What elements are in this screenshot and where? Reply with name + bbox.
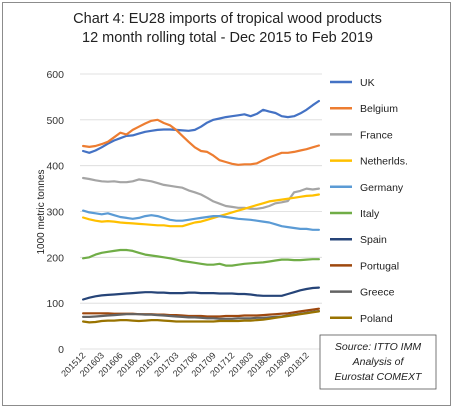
y-tick-label: 400 [46, 161, 64, 173]
y-tick-label: 0 [58, 344, 64, 356]
series-line-italy [81, 248, 320, 267]
legend-label: Italy [360, 208, 380, 220]
y-axis-label: 1000 metric tonnes [36, 169, 47, 254]
series-line-poland [81, 310, 320, 324]
y-tick-label: 200 [46, 252, 64, 264]
chart-subtitle: 12 month rolling total - Dec 2015 to Feb… [82, 30, 373, 46]
series-line-belgium [81, 118, 320, 166]
y-tick-label: 500 [46, 115, 64, 127]
legend-label: Belgium [360, 103, 398, 115]
gridlines [80, 73, 322, 350]
legend-label: Netherlds. [360, 156, 408, 168]
source-line-3: Eurostat COMEXT [335, 371, 424, 383]
chart-title-block: Chart 4: EU28 imports of tropical wood p… [0, 10, 455, 48]
x-axis-ticks: 2015122016032016062016092016122017032017… [59, 350, 311, 378]
series-line-france [81, 176, 320, 210]
source-line-2: Analysis of [352, 356, 405, 368]
source-annotation: Source: ITTO IMM Analysis of Eurostat CO… [319, 334, 437, 390]
legend-label: Germany [360, 182, 404, 194]
legend-label: UK [360, 77, 375, 89]
legend-label: Spain [360, 234, 387, 246]
legend-label: France [360, 129, 393, 141]
legend-label: Poland [360, 313, 393, 325]
legend: UK Belgium France Netherlds. Germany Italy Spa… [330, 77, 408, 325]
series-lines [81, 99, 320, 324]
y-tick-label: 600 [46, 69, 64, 81]
series-line-netherlds [81, 193, 320, 228]
series-line-spain [81, 286, 320, 301]
source-line-1: Source: ITTO IMM [335, 341, 421, 353]
y-axis-ticks: 0 100 200 300 400 500 600 [46, 69, 64, 356]
legend-label: Greece [360, 287, 395, 299]
series-line-uk [81, 99, 320, 154]
y-tick-label: 300 [46, 207, 64, 219]
legend-label: Portugal [360, 260, 399, 272]
series-line-germany [81, 209, 320, 231]
chart-title: Chart 4: EU28 imports of tropical wood p… [73, 11, 382, 27]
y-tick-label: 100 [46, 298, 64, 310]
